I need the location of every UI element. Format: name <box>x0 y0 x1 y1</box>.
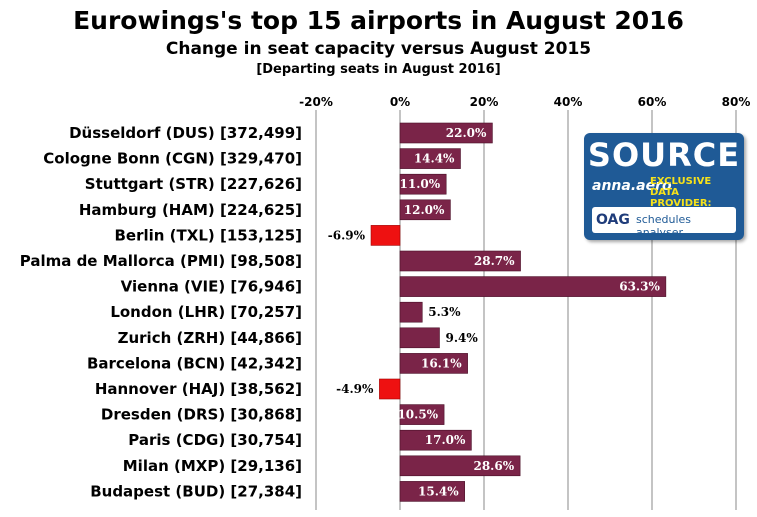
bar <box>399 429 472 451</box>
x-axis-ticks: -20% 0% 20% 40% 60% 80% <box>299 95 750 109</box>
value-label: 63.3% <box>619 280 660 294</box>
bar <box>399 173 447 195</box>
value-label: 22.0% <box>446 126 487 140</box>
category-label: Dresden (DRS) [30,868] <box>101 406 302 424</box>
category-label: Zurich (ZRH) [44,866] <box>118 329 302 347</box>
category-label: Paris (CDG) [30,754] <box>128 431 302 449</box>
bar <box>370 225 401 246</box>
schedules-analyser-text: schedules analyser <box>636 213 692 239</box>
value-label: 28.7% <box>474 254 515 268</box>
source-heading: SOURCE <box>587 136 741 174</box>
oag-logo: OAG <box>596 212 630 228</box>
bar <box>399 353 468 374</box>
category-label: Hamburg (HAM) [224,625] <box>79 201 302 219</box>
bar <box>399 301 423 323</box>
bar <box>399 148 461 169</box>
category-label: Budapest (BUD) [27,384] <box>90 482 302 500</box>
value-labels: 22.0% 14.4% 11.0% 12.0% -6.9% 28.7% 63.3% 5.3% 9… <box>328 126 661 498</box>
bar <box>399 481 465 502</box>
value-label: 15.4% <box>418 484 459 498</box>
bar <box>399 199 451 221</box>
category-label: Vienna (VIE) [76,946] <box>121 278 302 296</box>
bar <box>399 276 667 297</box>
category-label: London (LHR) [70,257] <box>110 303 302 321</box>
x-tick-label: 40% <box>554 95 583 109</box>
bar <box>379 378 401 400</box>
value-label: 9.4% <box>445 331 478 345</box>
category-label: Cologne Bonn (CGN) [329,470] <box>43 150 302 168</box>
bar <box>399 250 521 272</box>
value-label: 28.6% <box>473 459 514 473</box>
category-labels: Düsseldorf (DUS) [372,499] Cologne Bonn (… <box>20 124 302 500</box>
category-label: Barcelona (BCN) [42,342] <box>87 354 302 372</box>
category-label: Stuttgart (STR) [227,626] <box>85 175 302 193</box>
x-tick-label: 0% <box>390 95 410 109</box>
category-label: Milan (MXP) [29,136] <box>123 457 302 475</box>
bar <box>399 327 440 349</box>
x-tick-label: 20% <box>470 95 499 109</box>
oag-logo-box: OAG schedules analyser <box>592 207 736 239</box>
value-label: 5.3% <box>428 305 461 319</box>
exclusive-line-1: EXCLUSIVE <box>650 176 712 187</box>
value-label: -6.9% <box>328 228 366 242</box>
value-label: 12.0% <box>404 203 445 217</box>
anna-aero-logo: anna.aero <box>592 178 672 194</box>
value-label: 16.1% <box>421 356 462 370</box>
x-tick-label: -20% <box>299 95 333 109</box>
chart-note: [Departing seats in August 2016] <box>256 62 501 77</box>
value-label: 14.4% <box>414 152 455 166</box>
x-tick-label: 80% <box>722 95 751 109</box>
category-label: Düsseldorf (DUS) [372,499] <box>69 124 302 142</box>
value-label: -4.9% <box>336 382 374 396</box>
exclusive-provider-text: EXCLUSIVE DATA PROVIDER: <box>650 176 744 209</box>
bar <box>399 122 493 144</box>
category-label: Hannover (HAJ) [38,562] <box>95 380 302 398</box>
x-tick-label: 60% <box>638 95 667 109</box>
exclusive-line-2: DATA PROVIDER: <box>650 187 712 209</box>
value-label: 10.5% <box>397 408 438 422</box>
category-label: Palma de Mallorca (PMI) [98,508] <box>20 252 302 270</box>
source-badge: SOURCE anna.aero EXCLUSIVE DATA PROVIDER… <box>584 133 744 240</box>
value-label: 11.0% <box>400 177 441 191</box>
bar <box>399 455 521 477</box>
bars <box>370 122 667 502</box>
bar <box>399 404 445 425</box>
chart-subtitle: Change in seat capacity versus August 20… <box>165 39 592 59</box>
category-label: Berlin (TXL) [153,125] <box>114 226 302 244</box>
chart-title: Eurowings's top 15 airports in August 20… <box>73 6 684 35</box>
value-label: 17.0% <box>425 433 466 447</box>
